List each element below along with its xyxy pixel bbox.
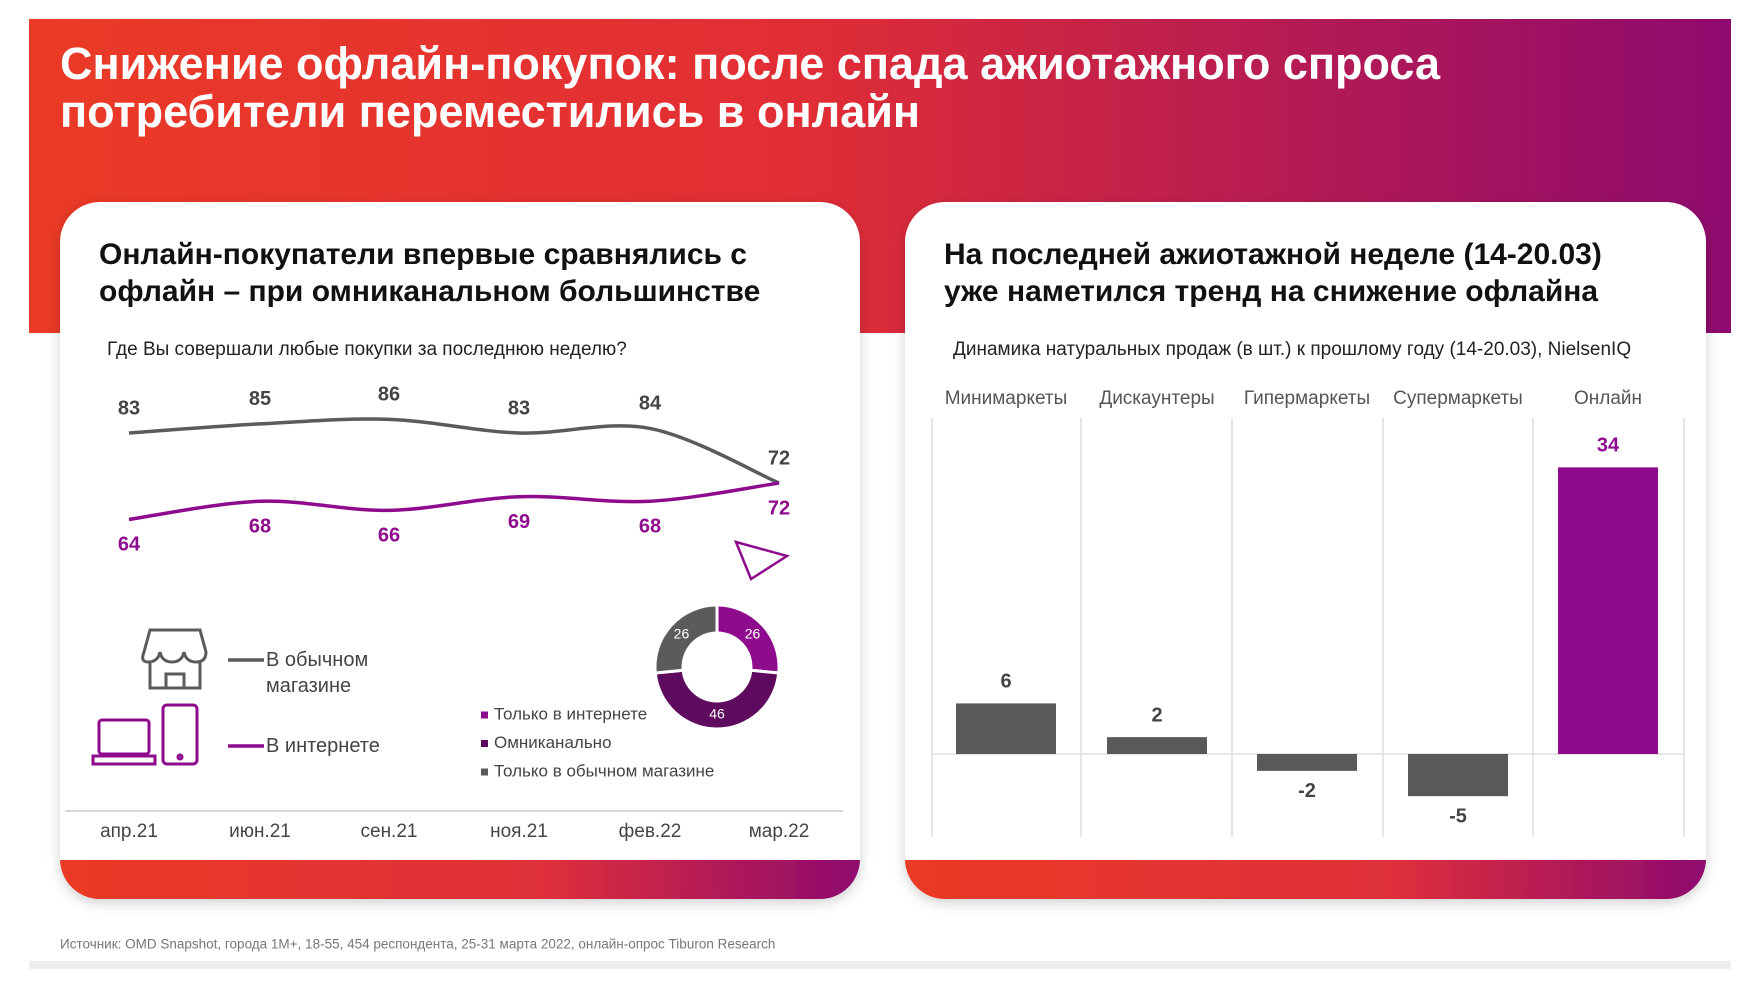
x-tick-label: июн.21 xyxy=(229,821,291,842)
source-note: Источник: OMD Snapshot, города 1M+, 18-5… xyxy=(60,937,775,952)
x-tick-label: фев.22 xyxy=(619,821,682,842)
chart-title: На последней ажиотажной неделе (14-20.03… xyxy=(944,238,1602,271)
bar xyxy=(1558,467,1658,754)
data-label: 2 xyxy=(1151,704,1162,726)
data-label: 72 xyxy=(768,447,790,469)
chart-title: офлайн – при омниканальном большинстве xyxy=(99,275,760,308)
data-label: 83 xyxy=(508,397,530,419)
chart-subtitle: Где Вы совершали любые покупки за послед… xyxy=(107,339,627,360)
legend-label: Только в обычном магазине xyxy=(494,761,714,780)
bar xyxy=(956,703,1056,754)
donut-label: 46 xyxy=(709,706,725,722)
triangle-decor xyxy=(733,540,791,581)
bar xyxy=(1107,737,1207,754)
x-tick-label: Онлайн xyxy=(1574,388,1642,409)
bar xyxy=(1257,754,1357,771)
data-label: 83 xyxy=(118,397,140,419)
x-tick-label: Гипермаркеты xyxy=(1244,388,1370,409)
bar xyxy=(1408,754,1508,797)
data-label: -5 xyxy=(1449,805,1467,827)
legend-label: Омниканально xyxy=(494,733,612,752)
chart-title: Онлайн-покупатели впервые сравнялись с xyxy=(99,238,747,271)
donut-segment xyxy=(653,668,781,731)
footer-band xyxy=(29,961,1731,969)
donut-label: 26 xyxy=(674,625,690,641)
data-label: 34 xyxy=(1597,435,1620,457)
legend-label: В интернете xyxy=(266,735,380,757)
data-label: 85 xyxy=(249,388,271,410)
data-label: -2 xyxy=(1298,780,1316,802)
data-label: 86 xyxy=(378,384,400,406)
legend-swatch xyxy=(481,740,488,747)
data-label: 68 xyxy=(249,516,271,538)
x-tick-label: мар.22 xyxy=(749,821,810,842)
data-label: 64 xyxy=(118,534,141,556)
chart-title: уже наметился тренд на снижение офлайна xyxy=(944,275,1598,308)
x-tick-label: Дискаунтеры xyxy=(1099,388,1214,409)
data-label: 72 xyxy=(768,497,790,519)
data-label: 84 xyxy=(639,393,662,415)
x-tick-label: ноя.21 xyxy=(490,821,548,842)
device-icons xyxy=(91,703,199,766)
legend-label: Только в интернете xyxy=(494,704,647,723)
right-card xyxy=(905,202,1706,899)
data-label: 69 xyxy=(508,511,530,533)
store-icon xyxy=(141,628,208,690)
legend-label: В обычном магазине xyxy=(266,649,369,697)
data-label: 68 xyxy=(639,516,661,538)
x-tick-label: Супермаркеты xyxy=(1393,388,1523,409)
chart-subtitle: Динамика натуральных продаж (в шт.) к пр… xyxy=(953,339,1631,360)
title: потребители переместились в онлайн xyxy=(60,86,920,137)
donut-label: 26 xyxy=(745,625,761,641)
legend-swatch xyxy=(481,768,488,776)
series-line xyxy=(128,417,780,485)
x-tick-label: Минимаркеты xyxy=(945,388,1068,409)
data-label: 6 xyxy=(1000,671,1011,693)
series-line xyxy=(128,481,780,522)
x-tick-label: апр.21 xyxy=(100,821,158,842)
x-tick-label: сен.21 xyxy=(361,821,418,842)
legend-swatch xyxy=(481,711,488,719)
title: Снижение офлайн-покупок: после спада ажи… xyxy=(60,38,1441,89)
left-card xyxy=(60,202,860,899)
donut-segment xyxy=(653,603,719,675)
data-label: 66 xyxy=(378,525,400,547)
